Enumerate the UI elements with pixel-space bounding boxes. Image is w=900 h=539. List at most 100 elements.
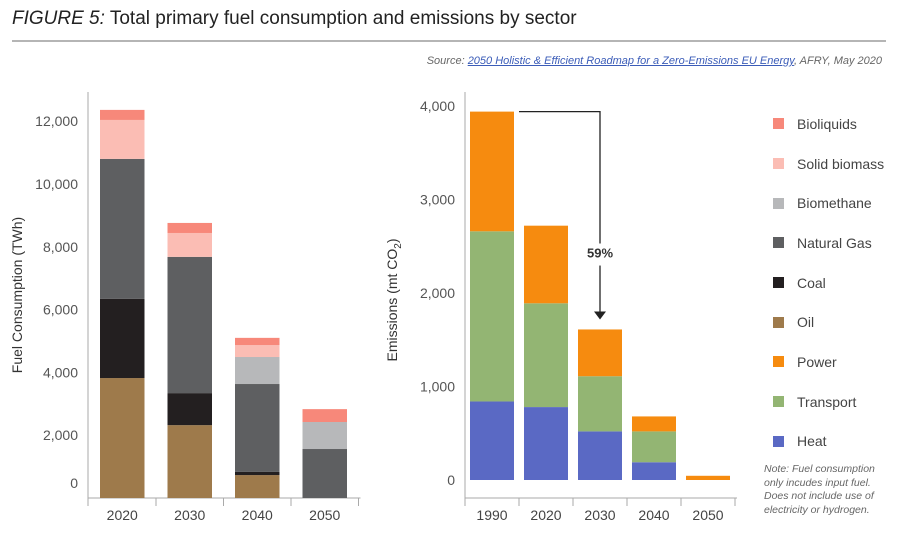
bar-segment-natural-gas [167,256,212,394]
figure-label: FIGURE 5: [12,8,105,29]
bar-segment-power [470,111,514,232]
x-tick-label: 2050 [692,507,723,523]
bar-segment-heat [578,431,622,480]
bar-segment-transport [524,303,568,408]
bar-segment-oil [167,425,212,498]
legend-swatch [773,356,784,368]
legend-label: Transport [797,393,857,410]
bar-segment-heat [470,401,514,480]
emissions-chart: 0 1,000 2,000 3,000 4,000 Emissions (mt CO2) 1… [384,92,737,523]
bar-segment-bioliquids [235,337,280,346]
bar-segment-power [524,225,568,304]
y-axis-title-subscript: 2 [393,243,404,249]
legend-swatch [773,396,784,408]
legend-item: Natural Gas [773,223,884,263]
title-divider [12,40,886,42]
bar-segment-solid-biomass [235,345,280,358]
bar-segment-power [578,329,622,377]
y-axis-title-close: ) [384,238,400,243]
source-line: Source: 2050 Holistic & Efficient Roadma… [427,55,882,67]
bar-segment-natural-gas [302,449,347,498]
bar-segment-bioliquids [100,109,145,120]
legend-label: Heat [797,433,827,450]
legend-swatch [773,277,784,289]
legend-label: Bioliquids [797,115,857,132]
bar-segment-natural-gas [235,384,280,472]
source-link[interactable]: 2050 Holistic & Efficient Roadmap for a … [467,55,794,67]
y-tick-label: 10,000 [35,176,78,192]
legend-swatch [773,237,784,249]
bar-segment-heat [524,407,568,480]
y-tick-label: 3,000 [420,192,455,208]
legend-label: Power [797,353,837,370]
legend-item: Power [773,342,884,382]
footnote: Note: Fuel consumption only incudes inpu… [764,463,875,516]
y-tick-label: 2,000 [43,427,78,443]
legend-label: Solid biomass [797,155,885,172]
legend-label: Biomethane [797,195,872,212]
source-suffix: , AFRY, May 2020 [793,55,882,67]
bar-segment-bioliquids [302,409,347,423]
legend-swatch [773,435,784,447]
bar-segment-power [632,416,676,432]
x-tick-label: 2050 [309,507,340,523]
bar-segment-solid-biomass [100,119,145,159]
legend-item: Solid biomass [773,144,884,184]
legend: Bioliquids Solid biomass Biomethane Natural… [773,104,884,461]
annotation-label: 59% [587,246,613,261]
y-tick-label: 1,000 [420,379,455,395]
x-tick-label: 2030 [174,507,205,523]
fuel-consumption-chart: 0 2,000 4,000 6,000 8,000 10,000 12,000 Fuel Co… [9,92,361,523]
bar-segment-power [686,475,730,480]
bar-segment-transport [632,431,676,463]
legend-item: Bioliquids [773,104,884,144]
bar-segment-coal [235,471,280,476]
bar-segment-transport [470,231,514,402]
source-prefix: Source: [426,55,468,67]
legend-label: Oil [797,314,815,331]
annotation-arrowhead [594,311,606,320]
bar-segment-coal [100,298,145,379]
bar-segment-biomethane [302,422,347,450]
x-tick-label: 1990 [476,507,507,523]
legend-swatch [773,118,784,130]
y-axis-title: Emissions (mt CO2) [384,238,404,361]
y-axis-title-main: Emissions (mt CO [384,249,400,362]
legend-label: Coal [797,274,826,291]
bar-segment-heat [632,462,676,480]
bar-segment-oil [235,475,280,498]
annotation-arrow-line [519,110,601,244]
x-tick-label: 2020 [530,507,561,523]
figure-title-text: Total primary fuel consumption and emiss… [109,8,577,29]
y-tick-label: 8,000 [43,239,78,255]
x-tick-label: 2030 [584,507,615,523]
bar-segment-oil [100,378,145,498]
x-tick-label: 2040 [242,507,273,523]
legend-label: Natural Gas [797,234,872,251]
x-tick-label: 2020 [107,507,138,523]
x-tick-label: 2040 [638,507,669,523]
y-tick-label: 6,000 [43,302,78,318]
bar-segment-transport [578,376,622,432]
y-tick-label: 0 [70,475,78,491]
legend-swatch [773,316,784,328]
bar-segment-bioliquids [167,222,212,233]
legend-item: Heat [773,422,884,462]
bar-segment-biomethane [235,357,280,385]
y-tick-label: 4,000 [43,364,78,380]
legend-item: Transport [773,382,884,422]
legend-item: Biomethane [773,183,884,223]
figure-title: FIGURE 5: Total primary fuel consumption… [12,8,577,30]
y-tick-label: 4,000 [420,98,455,114]
bar-segment-natural-gas [100,158,145,299]
legend-swatch [773,197,784,209]
bar-segment-coal [167,393,212,426]
y-tick-label: 2,000 [420,285,455,301]
legend-item: Oil [773,302,884,342]
y-axis-title: Fuel Consumption (TWh) [9,217,25,373]
legend-swatch [773,158,784,170]
y-tick-label: 12,000 [35,113,78,129]
bar-segment-solid-biomass [167,232,212,257]
legend-item: Coal [773,263,884,303]
